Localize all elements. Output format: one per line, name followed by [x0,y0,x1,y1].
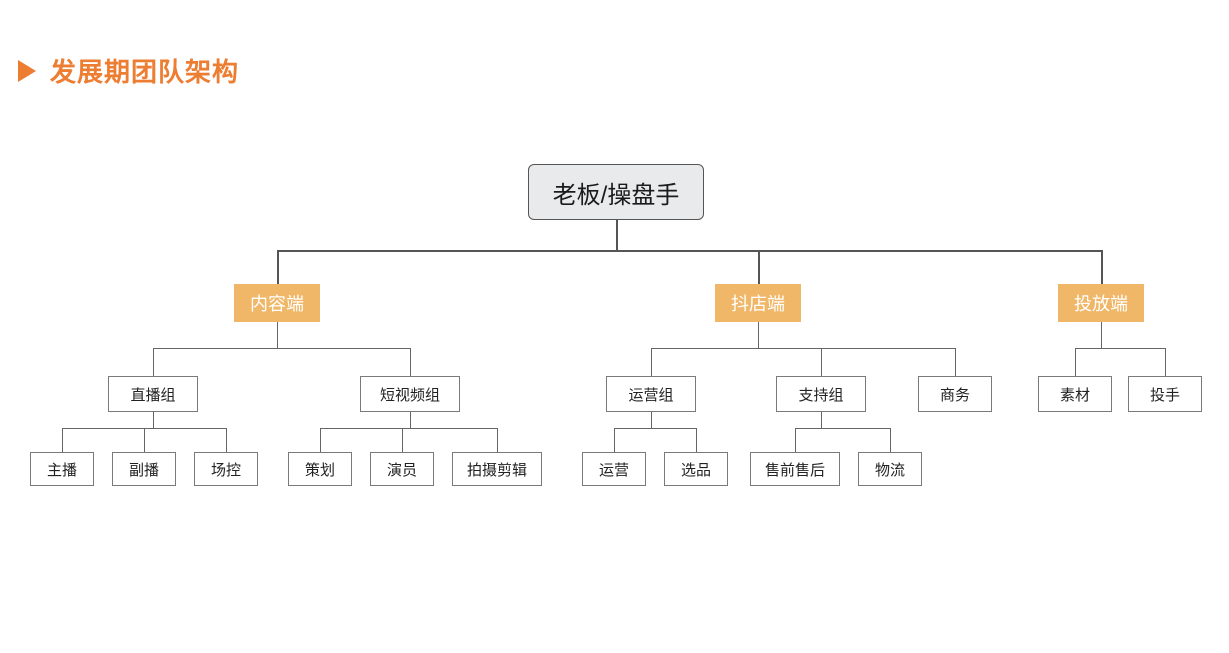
node-group-buyer: 投手 [1128,376,1202,412]
node-group-material: 素材 [1038,376,1112,412]
connector-to_g4 [821,348,822,376]
node-section-shop: 抖店端 [715,284,801,322]
connector-g3_hbar [614,428,696,429]
connector-g2_hbar [320,428,497,429]
node-leaf-logistics: 物流 [858,452,922,486]
connector-to_g5 [955,348,956,376]
connector-to_l5 [402,428,403,452]
connector-g3_down [651,412,652,428]
node-leaf-shootedit: 拍摄剪辑 [452,452,542,486]
connector-to_g2 [410,348,411,376]
connector-sec1_down [277,322,278,348]
connector-root_down [616,220,618,250]
connector-sec1_hbar [153,348,410,349]
connector-to_l2 [144,428,145,452]
connector-g4_down [821,412,822,428]
node-leaf-ops: 运营 [582,452,646,486]
connector-root_hbar [277,250,1101,252]
node-group-ops: 运营组 [606,376,696,412]
connector-to_l8 [696,428,697,452]
connector-to_g1 [153,348,154,376]
node-group-support: 支持组 [776,376,866,412]
node-leaf-plan: 策划 [288,452,352,486]
node-leaf-coanchor: 副播 [112,452,176,486]
node-group-shortvid: 短视频组 [360,376,460,412]
connector-to_l9 [795,428,796,452]
connector-to_g6 [1075,348,1076,376]
connector-sec2_down [758,322,759,348]
connector-to_l1 [62,428,63,452]
connector-sec2_hbar [651,348,955,349]
connector-to_sec3 [1101,250,1103,284]
node-leaf-service: 售前售后 [750,452,840,486]
node-section-content: 内容端 [234,284,320,322]
connector-to_g3 [651,348,652,376]
connector-sec3_hbar [1075,348,1165,349]
node-section-ads: 投放端 [1058,284,1144,322]
node-leaf-select: 选品 [664,452,728,486]
node-group-bd: 商务 [918,376,992,412]
connector-g2_down [410,412,411,428]
node-leaf-anchor: 主播 [30,452,94,486]
node-leaf-stagectrl: 场控 [194,452,258,486]
connector-sec3_down [1101,322,1102,348]
connector-to_g7 [1165,348,1166,376]
connector-g1_down [153,412,154,428]
node-root: 老板/操盘手 [528,164,704,220]
connector-to_l4 [320,428,321,452]
connector-g4_hbar [795,428,890,429]
page-title: 发展期团队架构 [50,52,239,89]
connector-to_l3 [226,428,227,452]
connector-to_l6 [497,428,498,452]
node-leaf-actor: 演员 [370,452,434,486]
node-group-live: 直播组 [108,376,198,412]
connector-to_l10 [890,428,891,452]
connector-to_sec2 [758,250,760,284]
connector-to_l7 [614,428,615,452]
page-title-wrap: 发展期团队架构 [18,52,239,89]
connector-to_sec1 [277,250,279,284]
title-triangle-icon [18,60,36,82]
